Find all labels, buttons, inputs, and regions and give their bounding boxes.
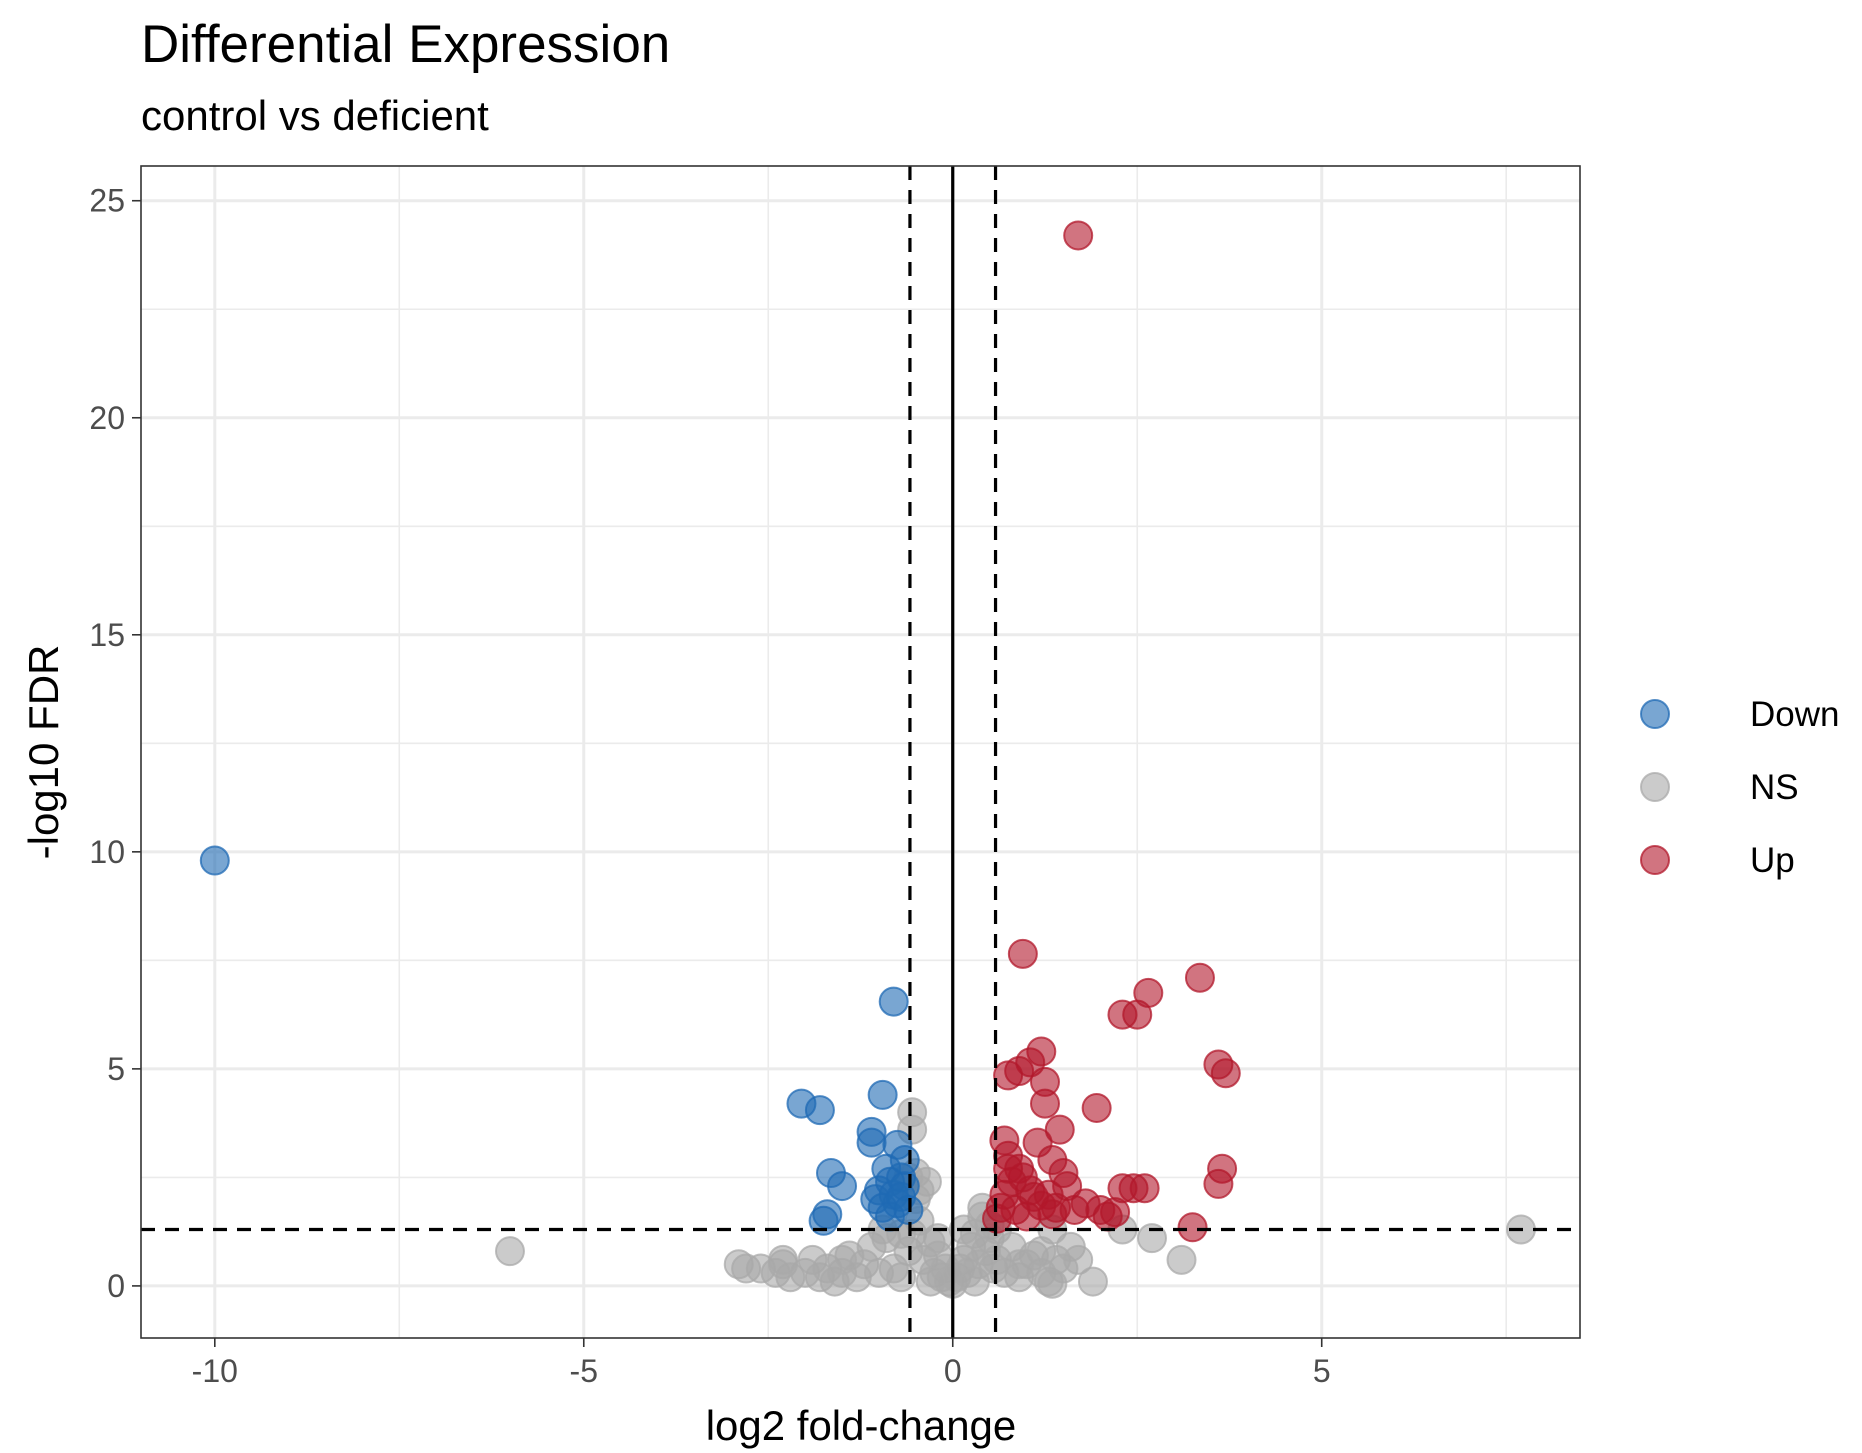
y-axis-title: -log10 FDR (20, 645, 67, 860)
chart-subtitle: control vs deficient (141, 92, 489, 139)
y-tick-label: 25 (89, 183, 125, 219)
y-axis-ticks: 0 5 10 15 20 25 (89, 183, 141, 1304)
data-point-up (1184, 962, 1215, 993)
legend-key-down (1640, 699, 1670, 729)
series-down (199, 845, 924, 1236)
data-point-ns (827, 1244, 858, 1275)
data-point-ns (1136, 1223, 1167, 1254)
data-points (199, 220, 1536, 1299)
data-point-up (1007, 938, 1038, 969)
data-point-up (993, 1153, 1024, 1184)
legend-label-up: Up (1750, 841, 1795, 880)
data-point-down (199, 845, 230, 876)
data-point-up (1100, 1197, 1131, 1228)
legend-key-ns (1640, 772, 1670, 802)
data-point-ns (1166, 1244, 1197, 1275)
chart-title: Differential Expression (141, 15, 670, 74)
data-point-ns (915, 1266, 946, 1297)
data-point-down (808, 1205, 839, 1236)
data-point-up (1177, 1212, 1208, 1243)
minor-gridlines (141, 166, 1580, 1338)
data-point-ns (768, 1244, 799, 1275)
x-axis-ticks: -10 -5 0 5 (192, 1338, 1331, 1389)
x-tick-label: 0 (944, 1353, 962, 1389)
data-point-ns (897, 1097, 928, 1128)
data-point-ns (1037, 1268, 1068, 1299)
legend-label-down: Down (1750, 695, 1839, 734)
data-point-ns (1026, 1236, 1057, 1267)
x-axis-title: log2 fold-change (706, 1402, 1017, 1449)
data-point-down (827, 1171, 858, 1202)
data-point-ns (1077, 1266, 1108, 1297)
data-point-down (867, 1079, 898, 1110)
data-point-up (1070, 1188, 1101, 1219)
legend-label-ns: NS (1750, 768, 1799, 807)
data-point-up (1210, 1058, 1241, 1089)
data-point-ns (959, 1266, 990, 1297)
data-point-ns (1063, 1244, 1094, 1275)
y-tick-label: 15 (89, 617, 125, 653)
data-point-up (1122, 999, 1153, 1030)
data-point-up (993, 1060, 1024, 1091)
y-tick-label: 5 (107, 1051, 125, 1087)
data-point-down (878, 986, 909, 1017)
series-up (982, 220, 1241, 1243)
data-point-down (804, 1095, 835, 1126)
data-point-ns (494, 1236, 525, 1267)
panel-border (140, 165, 1581, 1339)
legend: Down NS Up (1640, 695, 1839, 880)
data-point-ns (1004, 1249, 1035, 1280)
legend-key-up (1640, 845, 1670, 875)
data-point-up (1203, 1168, 1234, 1199)
data-point-up (1081, 1092, 1112, 1123)
data-point-down (856, 1127, 887, 1158)
data-point-up (1044, 1114, 1075, 1145)
data-point-up (1011, 1201, 1042, 1232)
y-tick-label: 0 (107, 1268, 125, 1304)
data-point-up (1037, 1199, 1068, 1230)
data-point-up (1063, 220, 1094, 251)
y-tick-label: 10 (89, 834, 125, 870)
data-point-down (889, 1145, 920, 1176)
y-tick-label: 20 (89, 400, 125, 436)
reference-lines (141, 166, 1580, 1338)
x-tick-label: -5 (570, 1353, 598, 1389)
x-tick-label: -10 (192, 1353, 238, 1389)
data-point-up (1029, 1088, 1060, 1119)
x-tick-label: 5 (1313, 1353, 1331, 1389)
